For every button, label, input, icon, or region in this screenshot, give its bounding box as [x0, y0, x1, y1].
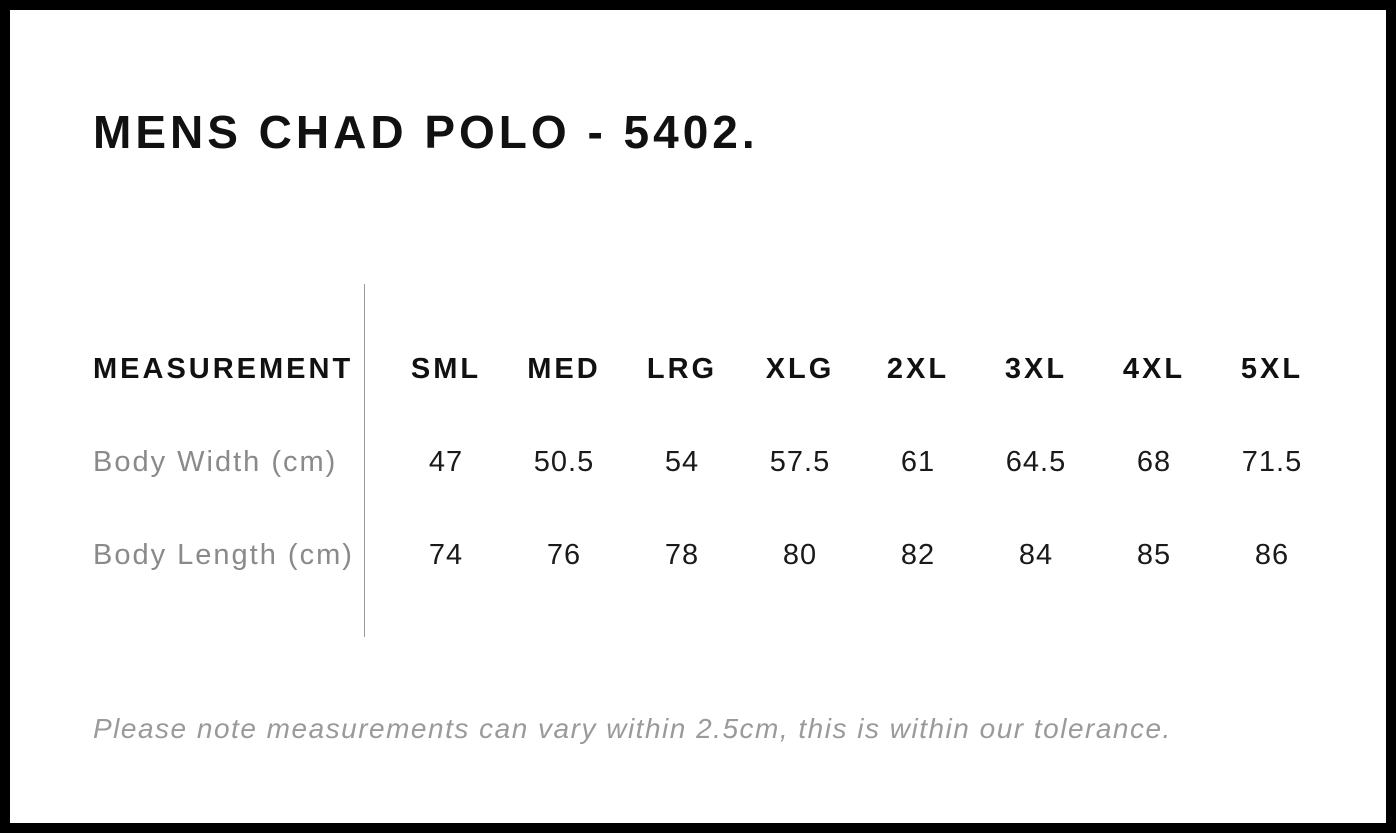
size-value-cell: 57.5	[769, 446, 831, 478]
page-title: MENS CHAD POLO - 5402.	[93, 106, 759, 158]
column-header-lrg: LRG	[646, 353, 718, 385]
column-header-4xl: 4XL	[1122, 353, 1186, 385]
size-value-cell: 71.5	[1241, 446, 1303, 478]
size-value-cell: 68	[1136, 446, 1172, 478]
column-header-measurement: MEASUREMENT	[93, 353, 354, 385]
size-value-cell: 47	[428, 446, 464, 478]
table-row-body-width: Body Width (cm) 47 50.5 54 57.5 61 64.5 …	[93, 416, 1331, 509]
tolerance-note: Please note measurements can vary within…	[93, 713, 1172, 744]
size-value-cell: 85	[1136, 539, 1172, 571]
table-header-row: MEASUREMENT SML MED LRG XLG 2XL 3XL 4XL …	[93, 323, 1331, 416]
size-value-cell: 76	[546, 539, 582, 571]
column-header-2xl: 2XL	[886, 353, 950, 385]
column-header-3xl: 3XL	[1004, 353, 1068, 385]
size-value-cell: 86	[1254, 539, 1290, 571]
size-value-cell: 74	[428, 539, 464, 571]
size-value-cell: 54	[664, 446, 700, 478]
table-divider	[364, 284, 365, 637]
row-label: Body Width (cm)	[93, 446, 338, 478]
row-label: Body Length (cm)	[93, 539, 354, 571]
column-header-sml: SML	[410, 353, 482, 385]
column-header-xlg: XLG	[765, 353, 835, 385]
size-value-cell: 84	[1018, 539, 1054, 571]
column-header-med: MED	[527, 353, 601, 385]
column-header-5xl: 5XL	[1240, 353, 1304, 385]
size-value-cell: 82	[900, 539, 936, 571]
size-value-cell: 50.5	[533, 446, 595, 478]
size-table: MEASUREMENT SML MED LRG XLG 2XL 3XL 4XL …	[93, 323, 1331, 602]
table-row-body-length: Body Length (cm) 74 76 78 80 82 84 85 86	[93, 509, 1331, 602]
size-value-cell: 61	[900, 446, 936, 478]
size-value-cell: 64.5	[1005, 446, 1067, 478]
size-value-cell: 78	[664, 539, 700, 571]
size-value-cell: 80	[782, 539, 818, 571]
